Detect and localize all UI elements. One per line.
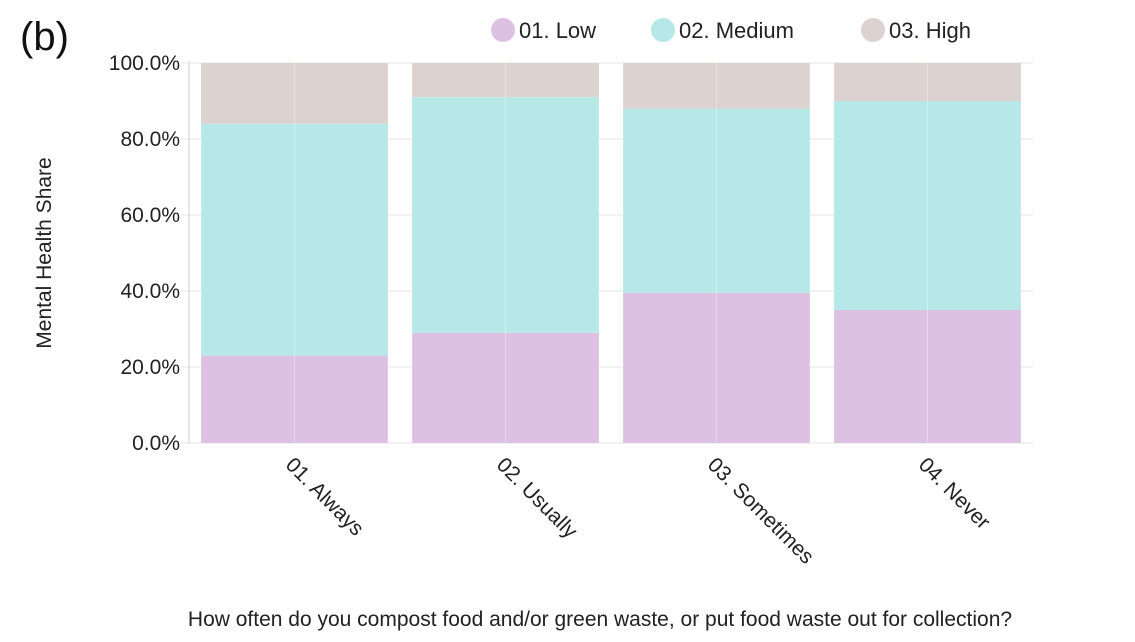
x-tick-label: 02. Usually [492,453,582,543]
bar-segment [201,355,388,443]
legend-swatch [491,18,515,42]
bars [201,63,1021,443]
y-tick-label: 80.0% [120,128,180,151]
legend: 01. Low 02. Medium 03. High [491,18,971,43]
x-tick-label: 03. Sometimes [703,453,818,568]
y-axis-label: Mental Health Share [33,157,56,348]
bar-segment [834,63,1021,101]
legend-swatch [861,18,885,42]
bar-segment [834,101,1021,310]
y-tick-label: 100.0% [109,52,180,75]
y-tick-label: 40.0% [120,280,180,303]
legend-swatch [651,18,675,42]
x-tick-label: 01. Always [281,453,368,540]
y-tick-label: 60.0% [120,204,180,227]
legend-label: 01. Low [519,18,596,43]
y-tick-label: 0.0% [132,432,180,455]
y-tick-label: 20.0% [120,356,180,379]
bar-segment [623,292,810,443]
bar-segment [201,63,388,124]
panel-label: (b) [20,15,69,59]
bar-segment [412,63,599,98]
legend-label: 02. Medium [679,18,794,43]
legend-label: 03. High [889,18,971,43]
bar-segment [623,108,810,293]
x-tick-label: 04. Never [914,453,995,534]
bar-segment [201,123,388,356]
bar-segment [412,97,599,333]
bar-segment [623,63,810,109]
x-axis-label: How often do you compost food and/or gre… [188,608,1012,631]
bar-segment [834,310,1021,443]
bar-segment [412,332,599,443]
